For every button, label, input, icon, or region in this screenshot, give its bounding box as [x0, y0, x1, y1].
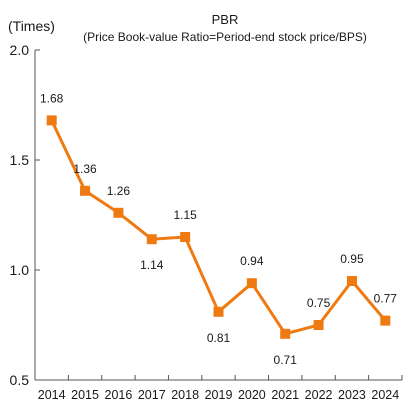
x-tick-label: 2024: [371, 388, 399, 402]
data-label: 0.77: [374, 292, 398, 306]
x-tick-label: 2022: [305, 388, 333, 402]
chart-subtitle: (Price Book-value Ratio=Period-end stock…: [83, 30, 367, 44]
data-point: [246, 278, 257, 289]
data-label: 0.71: [274, 353, 298, 367]
data-label: 0.81: [207, 331, 231, 345]
chart-title: PBR: [212, 12, 239, 27]
data-label: 1.15: [173, 208, 197, 222]
data-labels: 1.68 1.36 1.26 1.14 1.15 0.81 0.94 0.71 0.75 0.95…: [40, 91, 397, 366]
data-point: [380, 315, 391, 326]
data-label: 1.68: [40, 91, 64, 105]
data-point: [280, 328, 291, 339]
y-tick-label: 2.0: [10, 42, 30, 58]
data-point: [46, 115, 57, 126]
x-tick-label: 2020: [238, 388, 266, 402]
y-tick-label: 1.0: [10, 262, 30, 278]
data-point: [180, 232, 191, 242]
y-tick-label: 0.5: [10, 372, 30, 388]
data-point: [213, 306, 224, 317]
x-tick-label: 2019: [205, 388, 233, 402]
data-label: 1.26: [107, 184, 131, 198]
data-point: [346, 276, 357, 286]
x-tick-label: 2023: [338, 388, 366, 402]
data-label: 0.95: [340, 252, 364, 266]
x-tick-label: 2021: [271, 388, 299, 402]
y-axis-label: (Times): [8, 18, 55, 34]
data-point: [146, 234, 157, 245]
data-point: [313, 320, 324, 330]
data-label: 0.94: [240, 254, 264, 268]
series-line: [50, 119, 387, 336]
x-tick-label: 2018: [171, 388, 199, 402]
axes: 0.5 1.0 1.5 2.0 2014 2015 2016 2017 2018 2019 2020…: [10, 42, 403, 402]
data-label: 1.14: [140, 258, 164, 272]
x-tick-label: 2017: [138, 388, 166, 402]
y-tick-label: 1.5: [10, 152, 30, 168]
x-tick-label: 2015: [71, 388, 99, 402]
data-label: 1.36: [73, 162, 97, 176]
series-pbr: [46, 115, 391, 339]
data-point: [80, 185, 91, 196]
x-tick-label: 2014: [38, 388, 66, 402]
x-tick-label: 2016: [105, 388, 133, 402]
data-point: [113, 207, 124, 218]
data-label: 0.75: [307, 296, 331, 310]
